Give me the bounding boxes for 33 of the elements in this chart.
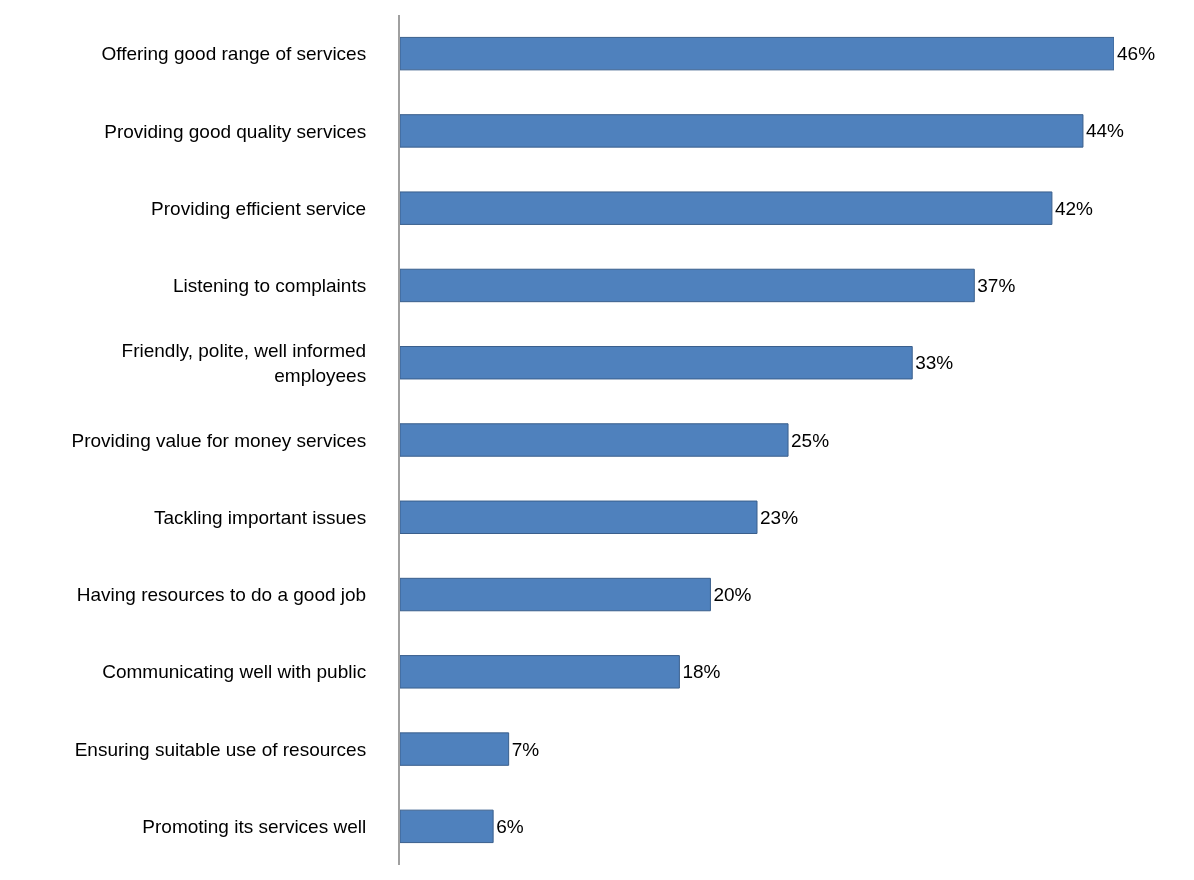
data-label: 37% xyxy=(977,274,1016,296)
data-label: 7% xyxy=(511,738,540,760)
bar xyxy=(400,346,913,380)
data-label: 23% xyxy=(760,506,799,528)
bar xyxy=(400,809,494,844)
y-tick-label: Providing value for money services xyxy=(71,429,367,451)
bar xyxy=(400,268,975,303)
y-tick-label: Listening to complaints xyxy=(172,275,367,297)
data-label: 44% xyxy=(1085,120,1125,142)
data-label: 33% xyxy=(915,352,954,374)
bar xyxy=(400,732,510,766)
bar xyxy=(400,36,1114,71)
y-tick-label: Providing good quality services xyxy=(104,120,367,142)
y-tick-label: Having resources to do a good job xyxy=(76,584,367,606)
y-tick-label: Offering good range of services xyxy=(101,43,367,65)
data-label: 20% xyxy=(713,584,752,606)
data-label: 25% xyxy=(791,429,830,451)
y-tick-label: Communicating well with public xyxy=(102,661,367,683)
y-tick-label: Friendly, polite, well informed employees xyxy=(121,340,367,386)
data-label: 18% xyxy=(682,661,721,683)
y-tick-label: Ensuring suitable use of resources xyxy=(74,738,367,760)
bar xyxy=(400,191,1053,225)
y-tick-label: Providing efficient service xyxy=(151,197,367,219)
data-label: 42% xyxy=(1054,197,1094,219)
y-tick-label: Promoting its services well xyxy=(142,816,367,838)
bar xyxy=(400,655,680,689)
data-label: 6% xyxy=(496,815,524,837)
bar xyxy=(400,114,1084,148)
bar xyxy=(400,423,789,457)
bar xyxy=(400,500,758,534)
y-tick-label: Tackling important issues xyxy=(153,506,367,528)
data-label: 46% xyxy=(1117,43,1156,65)
bar xyxy=(400,577,711,612)
